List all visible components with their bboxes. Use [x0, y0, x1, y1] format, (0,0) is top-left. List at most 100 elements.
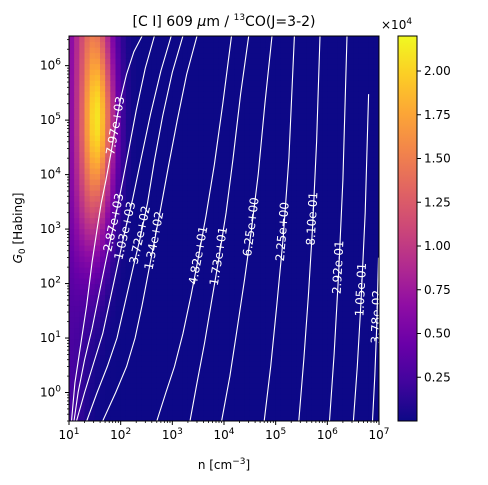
heatmap-cell	[286, 140, 292, 147]
heatmap-cell	[151, 278, 158, 285]
heatmap-cell	[301, 278, 308, 285]
heatmap-cell	[218, 157, 225, 164]
heatmap-cell	[363, 404, 370, 411]
heatmap-cell	[79, 124, 86, 131]
heatmap-cell	[213, 184, 220, 191]
heatmap-cell	[79, 234, 86, 241]
heatmap-cell	[156, 162, 163, 169]
heatmap-cell	[342, 294, 349, 301]
heatmap-cell	[125, 338, 132, 345]
heatmap-cell	[69, 69, 75, 76]
heatmap-cell	[177, 47, 184, 54]
heatmap-cell	[249, 316, 256, 323]
heatmap-cell	[198, 404, 204, 411]
heatmap-cell	[115, 223, 122, 230]
heatmap-cell	[100, 212, 106, 219]
heatmap-cell	[218, 250, 225, 257]
heatmap-cell	[218, 404, 225, 411]
heatmap-cell	[136, 344, 142, 351]
heatmap-cell	[198, 63, 204, 70]
heatmap-cell	[337, 333, 344, 340]
heatmap-cell	[244, 206, 251, 213]
heatmap-cell	[291, 206, 297, 213]
heatmap-cell	[342, 333, 349, 340]
heatmap-cell	[136, 162, 142, 169]
heatmap-cell	[167, 91, 173, 98]
heatmap-cell	[125, 311, 132, 318]
heatmap-cell	[332, 102, 339, 109]
heatmap-cell	[208, 151, 215, 158]
heatmap-cell	[208, 157, 215, 164]
heatmap-cell	[208, 289, 215, 296]
heatmap-cell	[255, 399, 261, 406]
heatmap-cell	[146, 360, 153, 367]
heatmap-cell	[89, 107, 96, 114]
heatmap-cell	[162, 80, 168, 87]
heatmap-cell	[94, 283, 101, 290]
heatmap-cell	[84, 399, 91, 406]
heatmap-cell	[327, 96, 334, 103]
heatmap-cell	[110, 399, 117, 406]
heatmap-cell	[348, 382, 354, 389]
heatmap-cell	[69, 404, 75, 411]
heatmap-cell	[286, 96, 292, 103]
heatmap-cell	[167, 294, 173, 301]
heatmap-cell	[368, 366, 375, 373]
heatmap-cell	[79, 338, 86, 345]
heatmap-cell	[342, 377, 349, 384]
heatmap-cell	[249, 201, 256, 208]
heatmap-cell	[74, 63, 80, 70]
heatmap-cell	[348, 388, 354, 395]
heatmap-cell	[203, 168, 210, 175]
heatmap-cell	[151, 305, 158, 312]
heatmap-cell	[69, 294, 75, 301]
heatmap-cell	[182, 146, 189, 153]
heatmap-cell	[244, 140, 251, 147]
heatmap-cell	[120, 327, 127, 334]
heatmap-cell	[187, 190, 194, 197]
heatmap-cell	[296, 58, 303, 65]
heatmap-cell	[182, 311, 189, 318]
heatmap-cell	[270, 36, 277, 43]
heatmap-cell	[342, 311, 349, 318]
heatmap-cell	[280, 382, 287, 389]
heatmap-cell	[177, 294, 184, 301]
heatmap-cell	[136, 322, 142, 329]
heatmap-cell	[332, 201, 339, 208]
heatmap-cell	[213, 179, 220, 186]
heatmap-cell	[110, 151, 117, 158]
heatmap-cell	[115, 168, 122, 175]
heatmap-cell	[151, 140, 158, 147]
heatmap-cell	[89, 91, 96, 98]
heatmap-cell	[187, 69, 194, 76]
heatmap-cell	[368, 201, 375, 208]
heatmap-cell	[105, 250, 111, 257]
heatmap-cell	[162, 305, 168, 312]
heatmap-cell	[167, 278, 173, 285]
heatmap-cell	[115, 410, 122, 417]
heatmap-cell	[322, 151, 328, 158]
heatmap-cell	[167, 151, 173, 158]
heatmap-cell	[136, 294, 142, 301]
heatmap-cell	[94, 272, 101, 279]
heatmap-cell	[224, 311, 230, 318]
heatmap-cell	[296, 135, 303, 142]
heatmap-cell	[203, 305, 210, 312]
heatmap-cell	[69, 140, 75, 147]
heatmap-cell	[74, 140, 80, 147]
heatmap-cell	[115, 195, 122, 202]
heatmap-cell	[337, 135, 344, 142]
heatmap-cell	[218, 393, 225, 400]
heatmap-cell	[213, 371, 220, 378]
heatmap-cell	[203, 245, 210, 252]
heatmap-cell	[311, 382, 318, 389]
heatmap-cell	[234, 294, 241, 301]
heatmap-cell	[332, 382, 339, 389]
heatmap-cell	[213, 410, 220, 417]
heatmap-cell	[156, 311, 163, 318]
heatmap-cell	[327, 289, 334, 296]
heatmap-cell	[363, 195, 370, 202]
heatmap-cell	[208, 85, 215, 92]
heatmap-cell	[74, 217, 80, 224]
heatmap-cell	[327, 129, 334, 136]
